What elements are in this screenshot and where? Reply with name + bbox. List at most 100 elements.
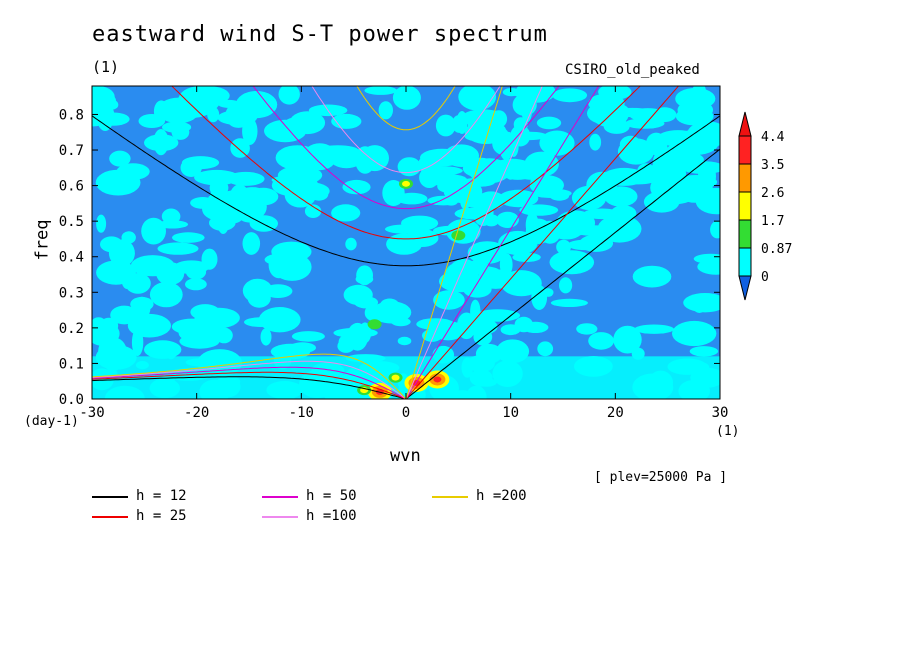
field-patch: [198, 307, 240, 329]
field-patch: [683, 293, 720, 313]
pressure-level-note: [ plev=25000 Pa ]: [594, 470, 728, 485]
field-patch: [271, 175, 308, 185]
power-field: [92, 86, 720, 399]
field-patch: [364, 86, 398, 95]
field-patch: [149, 281, 183, 308]
field-patch: [689, 346, 719, 357]
rossby-curve: [92, 360, 407, 399]
field-patch: [576, 323, 598, 335]
igw-curve: [356, 86, 456, 131]
field-patch: [397, 157, 421, 177]
field-patch: [589, 133, 602, 151]
field-patch: [537, 341, 554, 357]
kelvin-curve: [405, 86, 600, 399]
field-patch: [519, 204, 559, 216]
colorbar-over-arrow: [738, 111, 752, 137]
kelvin-curve: [405, 86, 503, 399]
field-patch: [542, 288, 554, 297]
field-patch: [390, 317, 411, 327]
colorbar-segment: [738, 191, 752, 221]
field-patch: [222, 199, 262, 216]
field-patch: [539, 130, 575, 156]
field-patch: [270, 307, 293, 320]
hotspot-core: [433, 376, 442, 383]
legend-label: h = 50: [306, 488, 357, 504]
field-patch: [619, 135, 642, 153]
y-tick-label: 0.7: [59, 143, 84, 159]
field-patch: [610, 205, 637, 222]
colorbar-label: 3.5: [761, 158, 784, 173]
colorbar-label: 2.6: [761, 186, 784, 201]
legend-swatch: [92, 496, 128, 498]
colorbar-segment: [738, 219, 752, 249]
chart-title: eastward wind S-T power spectrum: [92, 22, 548, 47]
field-patch: [498, 189, 539, 208]
field-patch: [360, 145, 389, 172]
colorbar-label: 0: [761, 270, 769, 285]
field-patch: [392, 86, 421, 110]
igw-curve: [171, 86, 641, 240]
field-patch: [197, 323, 212, 338]
field-patch: [158, 261, 172, 270]
field-patch: [242, 117, 258, 145]
field-patch: [571, 185, 607, 210]
field-patch: [549, 250, 595, 275]
rossby-curve: [92, 353, 407, 399]
igw-curve: [92, 115, 720, 267]
field-patch: [355, 274, 374, 285]
x-tick-label: -10: [289, 405, 314, 421]
field-patch: [419, 167, 440, 188]
field-patch: [264, 119, 307, 143]
field-patch: [464, 125, 509, 142]
legend-swatch: [92, 516, 128, 518]
field-patch: [672, 320, 717, 347]
x-tick-label: -30: [79, 405, 104, 421]
field-patch: [95, 169, 141, 196]
field-patch: [588, 332, 614, 350]
y-tick-label: 0.5: [59, 214, 84, 230]
x-tick-label: -20: [184, 405, 209, 421]
field-patch: [556, 239, 571, 255]
field-patch: [110, 305, 139, 325]
field-patch: [131, 328, 144, 357]
field-patch: [133, 296, 151, 320]
field-patch: [550, 298, 589, 307]
field-patch: [180, 158, 202, 177]
field-patch: [337, 339, 355, 353]
y-tick-label: 0.6: [59, 179, 84, 195]
field-patch: [472, 157, 486, 172]
x-tick-label: 0: [402, 405, 410, 421]
field-patch: [559, 277, 573, 294]
chart-subtitle-model: CSIRO_old_peaked: [565, 62, 700, 78]
field-patch: [470, 299, 481, 324]
axis-ticks: -30 -20 -10 0 10 20 30 0.0 0.1 0.2 0.3 0.4 0.5 0.6 0.7…: [59, 86, 728, 421]
kelvin-curve: [405, 148, 720, 399]
field-patch: [96, 260, 136, 285]
dispersion-curves: [92, 86, 720, 399]
field-patch: [496, 211, 519, 228]
field-patch: [512, 87, 553, 99]
field-patch: [525, 212, 539, 238]
field-patch: [521, 97, 533, 123]
field-patch: [243, 317, 278, 327]
legend-swatch: [262, 496, 298, 498]
field-patch: [96, 214, 107, 233]
field-patch: [632, 265, 672, 288]
field-patch: [675, 87, 716, 110]
legend-swatch: [432, 496, 468, 498]
field-patch: [278, 86, 300, 105]
field-patch: [242, 232, 261, 255]
x-axis-unit: (1): [716, 424, 740, 439]
field-patch: [382, 180, 405, 206]
x-tick-label: 10: [502, 405, 519, 421]
field-patch: [591, 227, 612, 249]
field-patch: [190, 197, 216, 209]
chart-subtitle-units: (1): [92, 58, 120, 76]
field-patch: [185, 278, 207, 291]
legend-label: h =200: [476, 488, 527, 504]
y-tick-label: 0.8: [59, 107, 84, 123]
field-patch: [286, 116, 323, 125]
igw-curve: [252, 86, 560, 210]
field-patch: [275, 145, 320, 171]
